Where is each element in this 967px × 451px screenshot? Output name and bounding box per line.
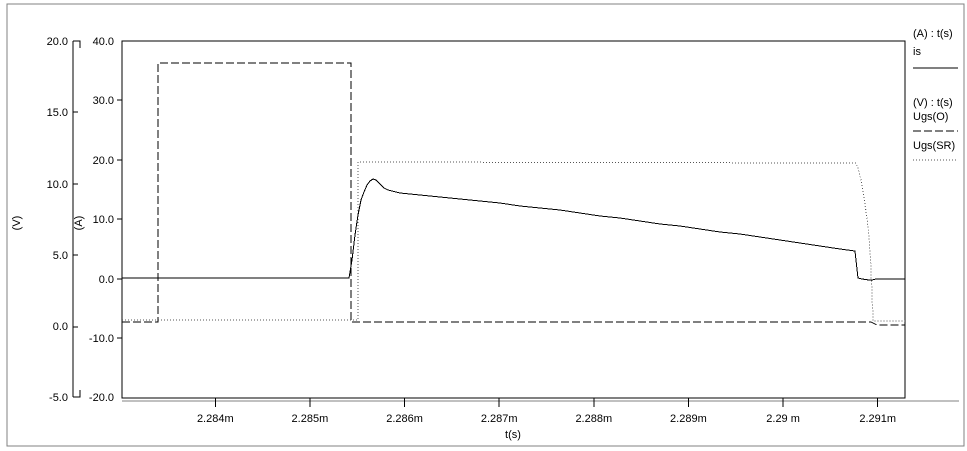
svg-text:0.0: 0.0: [53, 321, 68, 333]
svg-text:2.289m: 2.289m: [670, 413, 707, 425]
svg-text:15.0: 15.0: [47, 107, 68, 119]
svg-text:-10.0: -10.0: [89, 333, 114, 345]
svg-text:20.0: 20.0: [47, 36, 68, 48]
svg-text:2.291m: 2.291m: [859, 413, 896, 425]
svg-text:0.0: 0.0: [99, 274, 114, 286]
svg-text:(V) : t(s): (V) : t(s): [913, 97, 953, 109]
svg-text:(V): (V): [11, 216, 23, 231]
svg-text:(A): (A): [73, 216, 85, 231]
svg-text:20.0: 20.0: [93, 155, 114, 167]
svg-text:2.287m: 2.287m: [481, 413, 518, 425]
svg-text:2.285m: 2.285m: [292, 413, 329, 425]
svg-text:(A) : t(s): (A) : t(s): [913, 28, 953, 40]
svg-text:2.284m: 2.284m: [197, 413, 234, 425]
svg-text:is: is: [913, 46, 921, 58]
svg-text:2.286m: 2.286m: [386, 413, 423, 425]
svg-text:30.0: 30.0: [93, 95, 114, 107]
svg-text:Ugs(SR): Ugs(SR): [913, 140, 955, 152]
svg-text:-20.0: -20.0: [89, 392, 114, 404]
svg-text:t(s): t(s): [505, 429, 521, 441]
svg-text:10.0: 10.0: [93, 214, 114, 226]
svg-text:Ugs(O): Ugs(O): [913, 111, 948, 123]
svg-text:40.0: 40.0: [93, 36, 114, 48]
svg-text:-5.0: -5.0: [49, 392, 68, 404]
svg-text:2.29 m: 2.29 m: [766, 413, 800, 425]
svg-text:5.0: 5.0: [53, 250, 68, 262]
svg-text:2.288m: 2.288m: [575, 413, 612, 425]
svg-text:10.0: 10.0: [47, 179, 68, 191]
